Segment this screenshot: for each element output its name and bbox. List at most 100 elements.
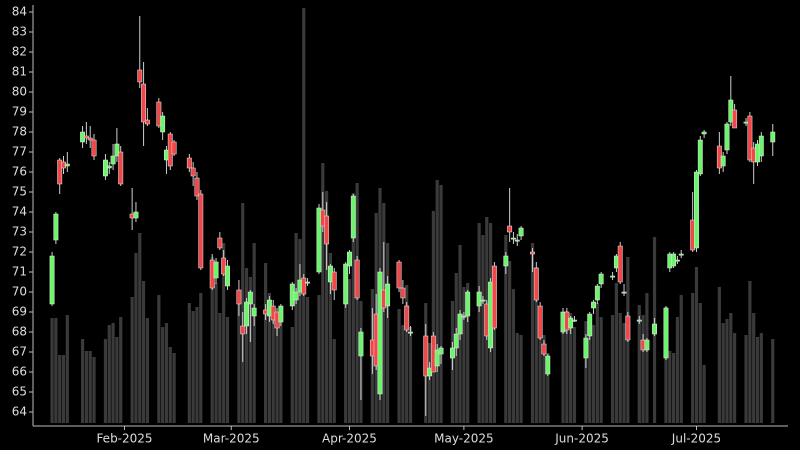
y-tick-label: 68 [12, 325, 27, 339]
volume-bar [244, 268, 249, 423]
candle-body [572, 319, 577, 322]
volume-bar [733, 333, 737, 423]
volume-bar [691, 293, 695, 423]
candle-body [194, 177, 200, 197]
candle-body [106, 165, 112, 169]
candle-body [137, 69, 143, 83]
candle-body [251, 307, 257, 317]
candle-body [408, 331, 413, 334]
candle-body [541, 343, 547, 355]
volume-bar [195, 307, 199, 423]
volume-bar [115, 337, 119, 423]
candle-body [225, 265, 230, 287]
volume-bar [50, 318, 54, 423]
volume-bar [275, 319, 279, 423]
volume-bar [279, 313, 283, 423]
volume-bar [702, 365, 706, 423]
candle-body [186, 157, 192, 169]
volume-bar [214, 283, 218, 423]
volume-bar [351, 193, 355, 423]
volume-bar [755, 337, 760, 423]
volume-bar [111, 323, 115, 423]
x-tick-label: Jul-2025 [671, 432, 721, 446]
candle-body [465, 291, 471, 317]
candle-body [247, 291, 253, 305]
volume-bar [298, 239, 302, 423]
candle-body [171, 141, 177, 155]
candle-body [358, 331, 364, 357]
x-tick-label: May-2025 [434, 432, 493, 446]
volume-bar [397, 309, 401, 423]
volume-bar [694, 267, 699, 423]
candle-body [240, 325, 246, 335]
volume-bar [187, 303, 191, 423]
volume-bar [332, 339, 336, 423]
volume-bar [698, 303, 702, 423]
candle-body [213, 261, 219, 279]
volume-bar [222, 243, 226, 423]
candle-body [514, 239, 520, 242]
volume-bar [538, 311, 542, 423]
y-tick-label: 83 [12, 25, 27, 39]
candle-body [652, 323, 657, 335]
y-tick-label: 78 [12, 125, 27, 139]
candle-body [91, 139, 97, 157]
candle-body [545, 355, 551, 375]
candle-body [236, 289, 242, 305]
volume-bar [668, 351, 672, 423]
candle-body [697, 139, 703, 175]
candle-body [511, 237, 516, 240]
volume-bar [138, 233, 142, 423]
candle-body [598, 273, 604, 285]
volume-bar [401, 325, 405, 423]
candle-body [594, 285, 600, 301]
volume-bar [641, 315, 645, 423]
volume-bar [225, 317, 230, 423]
volume-bar [290, 327, 294, 423]
volume-bar [302, 8, 306, 423]
candle-body [663, 307, 669, 359]
volume-bar [717, 287, 721, 423]
candle-body [587, 313, 593, 337]
volume-bar [107, 325, 111, 423]
volume-bar [530, 243, 535, 423]
volume-bar [264, 263, 268, 423]
volume-bar [145, 318, 149, 423]
candle-body [518, 227, 524, 237]
volume-bar [271, 313, 275, 423]
volume-bar [435, 180, 439, 423]
volume-bar [305, 297, 310, 423]
volume-bar [218, 313, 222, 423]
candle-body [530, 251, 535, 255]
candle-body [507, 225, 513, 233]
candle-body [438, 347, 444, 355]
volume-bar [61, 355, 66, 423]
volume-bar [466, 283, 470, 423]
candle-body [400, 287, 406, 299]
y-tick-label: 81 [12, 65, 27, 79]
candle-body [377, 271, 383, 395]
candle-body [674, 259, 680, 262]
volume-bar [721, 323, 725, 423]
candle-body [461, 315, 467, 318]
y-tick-label: 79 [12, 105, 27, 119]
volume-bar [347, 279, 352, 423]
candle-body [480, 299, 486, 302]
candle-body [87, 137, 93, 141]
candle-body [503, 255, 509, 267]
volume-bar [569, 313, 573, 423]
y-tick-label: 71 [12, 265, 27, 279]
candle-body [305, 281, 310, 284]
volume-bar [511, 289, 516, 423]
candle-body [568, 317, 574, 329]
volume-bar [84, 351, 88, 423]
volume-bar [675, 317, 680, 423]
x-tick-label: Jun-2025 [554, 432, 609, 446]
candle-body [133, 211, 139, 219]
candle-body [347, 251, 352, 267]
volume-bar [508, 261, 512, 423]
y-tick-label: 75 [12, 185, 27, 199]
candle-body [316, 207, 322, 273]
volume-bar [54, 318, 58, 423]
candle-body [114, 143, 120, 157]
